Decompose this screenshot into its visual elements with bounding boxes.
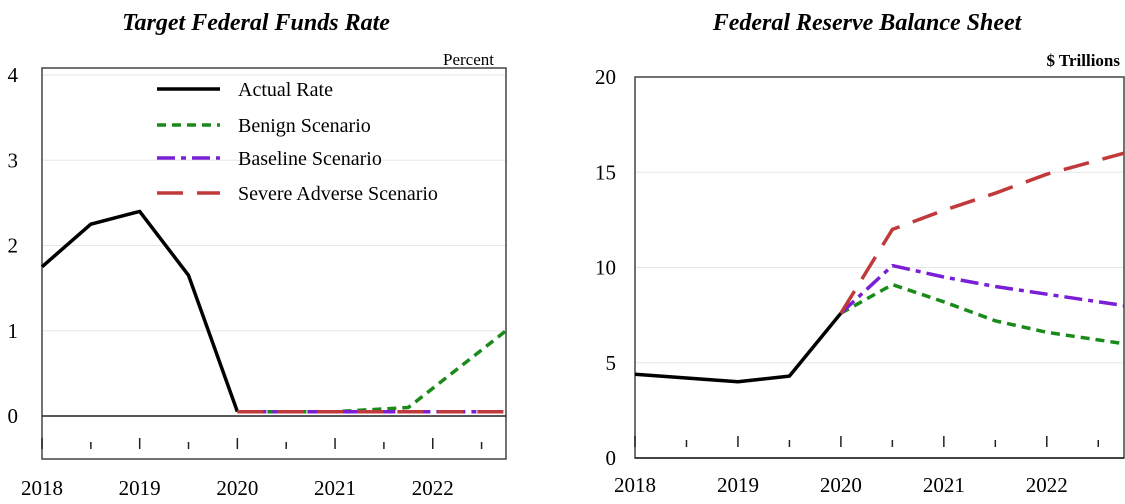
chart1-title: Target Federal Funds Rate xyxy=(122,10,390,36)
y-tick-label: 4 xyxy=(8,63,19,87)
y-tick-label: 5 xyxy=(606,351,617,375)
x-tick-label: 2022 xyxy=(1026,473,1068,497)
x-tick-label: 2021 xyxy=(923,473,965,497)
y-tick-label: 0 xyxy=(8,404,19,428)
series-line-chart2-3 xyxy=(839,151,1125,315)
x-tick-label: 2020 xyxy=(216,476,258,500)
y-tick-label: 1 xyxy=(8,319,19,343)
series-line-chart2-0 xyxy=(634,312,843,384)
legend-label: Actual Rate xyxy=(238,79,333,101)
y-tick-label: 10 xyxy=(595,256,616,280)
chart2-unit-label: $ Trillions xyxy=(1046,51,1120,70)
legend-label: Baseline Scenario xyxy=(238,148,382,170)
series-line-actual-rate xyxy=(40,209,240,413)
chart2-title: Federal Reserve Balance Sheet xyxy=(712,10,1023,36)
y-tick-label: 15 xyxy=(595,160,616,184)
x-tick-label: 2019 xyxy=(717,473,759,497)
x-tick-label: 2018 xyxy=(614,473,656,497)
y-tick-label: 3 xyxy=(8,148,19,172)
x-tick-label: 2019 xyxy=(119,476,161,500)
series-line-chart2-2 xyxy=(839,263,1125,315)
legend-label: Severe Adverse Scenario xyxy=(238,183,438,205)
plot-frame xyxy=(41,67,507,460)
x-tick-label: 2021 xyxy=(314,476,356,500)
chart1-plot: 0 1 2 3 4 2018 2019 2020 2021 2022 Actual Rate Beni… xyxy=(8,63,508,500)
series-line-chart2-1 xyxy=(840,282,1125,346)
y-tick-label: 0 xyxy=(606,446,617,470)
y-tick-label: 2 xyxy=(8,234,19,258)
x-tick-label: 2018 xyxy=(21,476,63,500)
legend-label: Benign Scenario xyxy=(238,115,371,137)
y-tick-label: 20 xyxy=(595,65,616,89)
x-tick-label: 2020 xyxy=(820,473,862,497)
chart2-plot: 0 5 10 15 20 2018 2019 2020 2021 2022 xyxy=(595,65,1125,497)
series-line-benign-scenario xyxy=(237,329,508,414)
chart1-unit-label: Percent xyxy=(443,50,494,69)
x-tick-label: 2022 xyxy=(412,476,454,500)
